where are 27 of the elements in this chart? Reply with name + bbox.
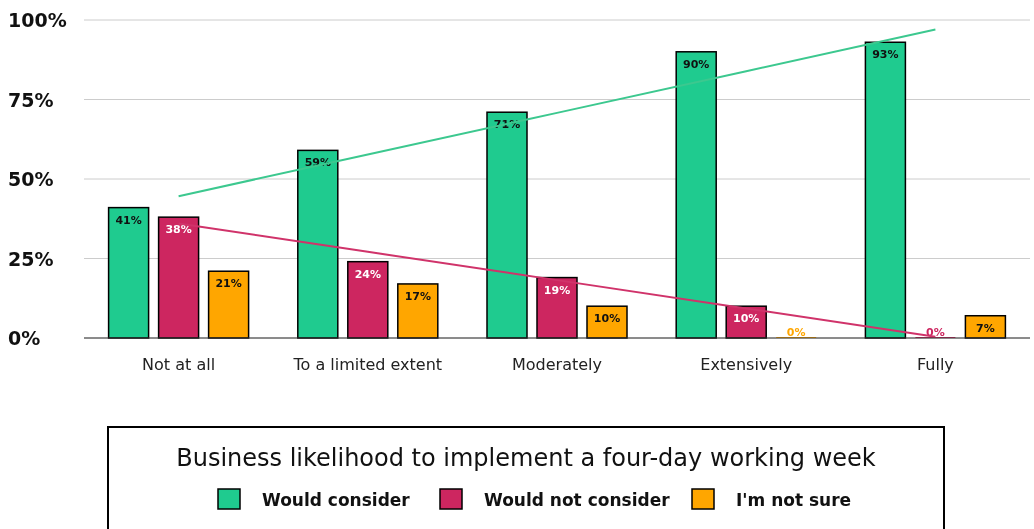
legend-label: Would consider [262, 490, 411, 510]
data-label: 38% [165, 223, 192, 237]
x-tick-label: Fully [916, 355, 954, 374]
y-tick-label: 75% [8, 88, 54, 111]
data-label: 10% [733, 312, 760, 326]
data-label: 0% [786, 326, 806, 339]
data-label: 41% [115, 213, 142, 227]
data-label: 7% [976, 321, 995, 335]
y-tick-label: 50% [8, 168, 54, 190]
y-tick-label: 100% [8, 9, 67, 31]
data-label: 93% [872, 48, 899, 62]
y-tick-label: 25% [8, 247, 54, 270]
legend-label: Would not consider [484, 490, 671, 510]
x-tick-label: Extensively [700, 355, 793, 374]
data-label: 17% [404, 289, 431, 303]
x-tick-label: Moderately [511, 355, 603, 374]
data-label: 19% [543, 283, 571, 297]
data-label: 21% [215, 277, 242, 291]
legend-title: Business likelihood to implement a four-day working week [176, 444, 876, 472]
data-label: 0% [926, 326, 945, 339]
legend-label: I'm not sure [736, 490, 852, 510]
data-label: 10% [593, 312, 621, 326]
data-label: 90% [683, 57, 710, 71]
data-label: 24% [354, 267, 381, 281]
x-tick-label: Not at all [142, 355, 216, 374]
y-tick-label: 0% [8, 327, 41, 349]
x-tick-label: To a limited extent [292, 355, 443, 374]
